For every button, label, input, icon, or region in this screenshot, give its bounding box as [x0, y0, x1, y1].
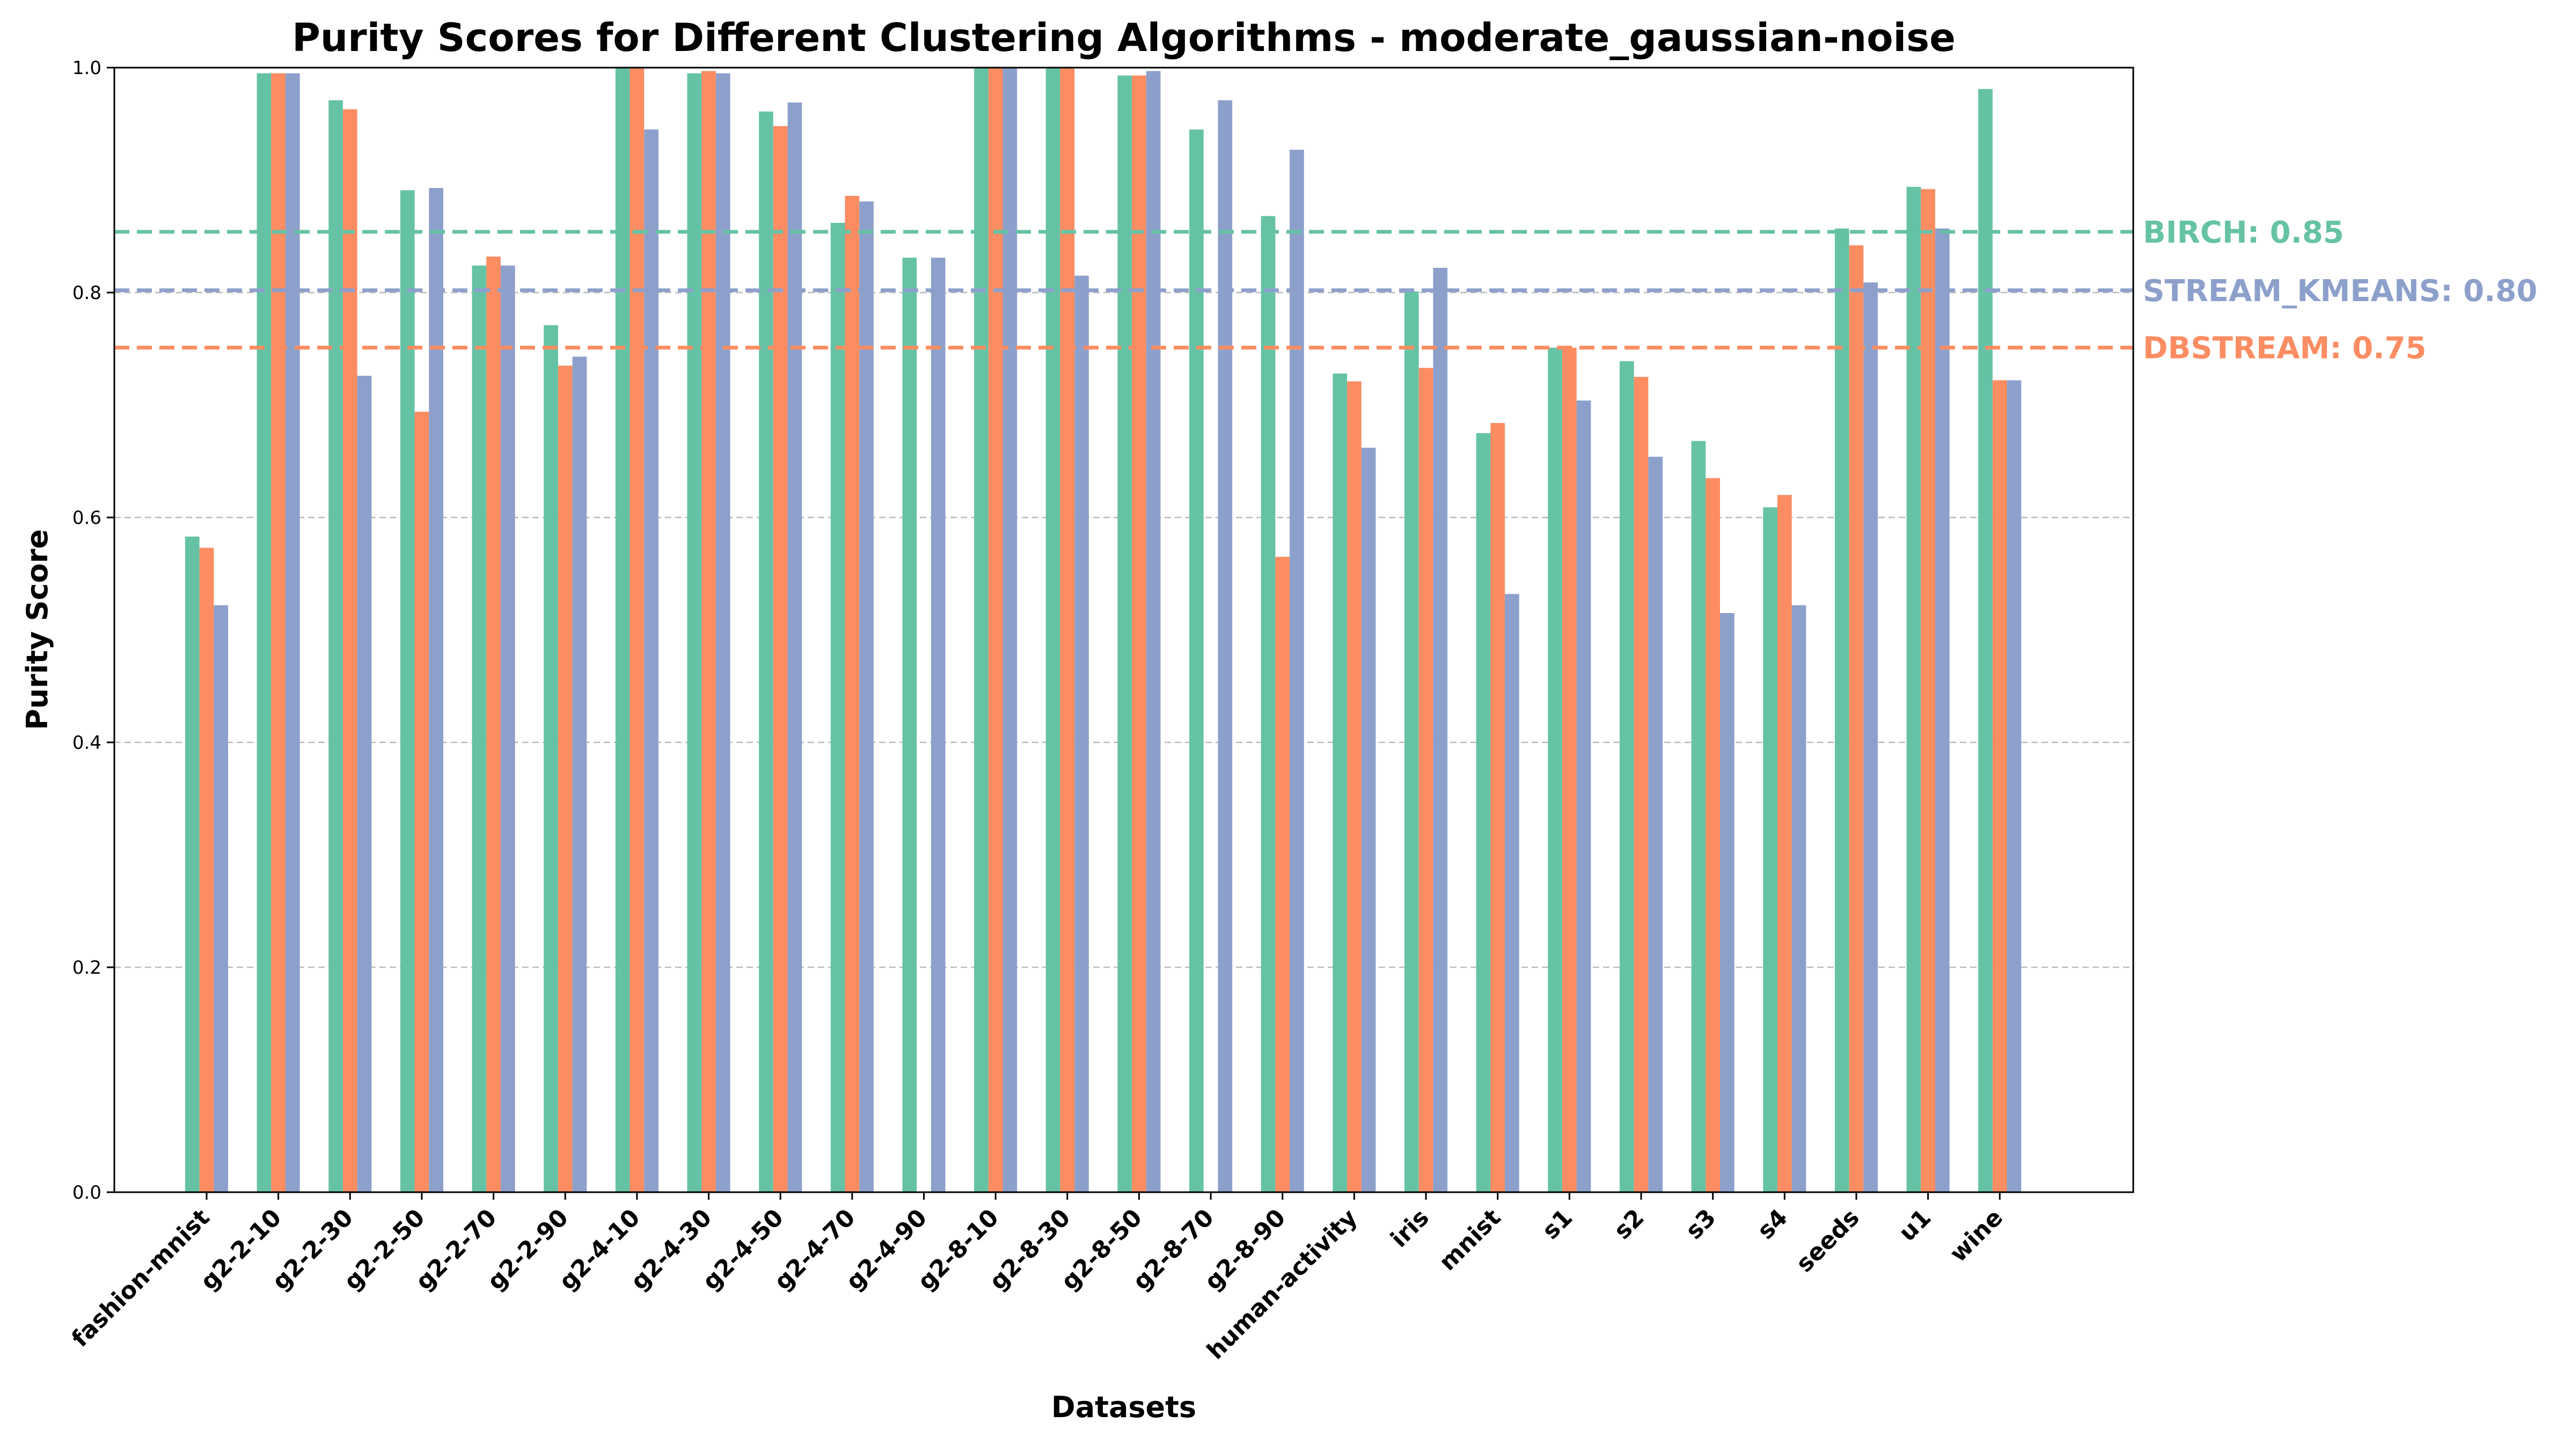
bar-g2-4-30-2 — [715, 73, 730, 1192]
y-tick-label: 0.4 — [72, 732, 101, 754]
bar-g2-4-90-2 — [931, 258, 946, 1193]
bar-iris-1 — [1418, 368, 1433, 1192]
bar-g2-4-10-1 — [630, 68, 645, 1192]
bar-g2-2-90-0 — [544, 325, 558, 1192]
bar-mnist-1 — [1490, 423, 1505, 1192]
bar-iris-0 — [1404, 291, 1419, 1192]
bar-g2-4-70-1 — [845, 195, 860, 1193]
bar-s4-2 — [1791, 605, 1806, 1192]
bar-g2-2-90-2 — [572, 356, 587, 1192]
bar-s1-1 — [1562, 347, 1577, 1192]
bar-g2-2-10-1 — [271, 73, 286, 1192]
bar-u1-0 — [1906, 187, 1921, 1192]
bar-s2-0 — [1619, 361, 1634, 1193]
bar-s4-0 — [1763, 507, 1777, 1192]
bar-g2-4-70-0 — [830, 223, 845, 1192]
bar-g2-8-90-2 — [1290, 149, 1304, 1192]
bar-fashion-mnist-1 — [199, 548, 214, 1193]
bar-g2-8-50-1 — [1132, 75, 1146, 1192]
bar-g2-2-70-2 — [500, 265, 515, 1193]
bars — [185, 68, 2022, 1193]
x-axis-label: Datasets — [1051, 1390, 1196, 1424]
bar-human-activity-0 — [1333, 373, 1348, 1192]
chart-title: Purity Scores for Different Clustering A… — [292, 15, 1956, 60]
bar-fashion-mnist-0 — [185, 536, 200, 1192]
bar-u1-2 — [1935, 228, 1950, 1193]
y-tick-label: 0.2 — [72, 957, 101, 979]
bar-s3-2 — [1720, 613, 1735, 1192]
bar-g2-4-10-2 — [644, 129, 658, 1193]
bar-g2-8-50-0 — [1117, 75, 1132, 1192]
bar-g2-2-50-2 — [429, 188, 443, 1192]
bar-s3-0 — [1691, 441, 1706, 1192]
bar-seeds-0 — [1834, 228, 1849, 1193]
bar-g2-8-70-0 — [1189, 129, 1204, 1193]
bar-g2-2-70-1 — [486, 256, 501, 1193]
y-axis: 0.0 0.2 0.4 0.6 0.8 1.0 — [72, 57, 114, 1203]
bar-wine-0 — [1978, 89, 1993, 1193]
bar-g2-2-30-1 — [342, 109, 357, 1192]
bar-g2-4-50-0 — [759, 111, 773, 1193]
bar-g2-2-50-0 — [400, 190, 415, 1193]
reference-line-label: BIRCH: 0.85 — [2143, 215, 2344, 250]
bar-g2-2-70-0 — [472, 265, 487, 1193]
bar-g2-4-90-0 — [902, 258, 917, 1193]
bar-g2-8-30-2 — [1074, 275, 1089, 1193]
bar-fashion-mnist-2 — [214, 605, 229, 1192]
y-tick-label: 1.0 — [72, 57, 101, 79]
bar-g2-2-50-1 — [414, 412, 429, 1192]
bar-g2-2-10-2 — [286, 73, 300, 1192]
bar-mnist-2 — [1505, 594, 1519, 1192]
bar-g2-2-90-1 — [558, 366, 573, 1192]
bar-s4-1 — [1777, 495, 1792, 1192]
bar-human-activity-1 — [1347, 381, 1362, 1192]
bar-s2-1 — [1634, 377, 1649, 1192]
bar-mnist-0 — [1476, 433, 1491, 1192]
bar-g2-8-10-2 — [1002, 68, 1018, 1192]
bar-human-activity-2 — [1361, 448, 1376, 1192]
bar-seeds-2 — [1863, 282, 1878, 1192]
bar-g2-2-10-0 — [257, 73, 272, 1192]
bar-g2-4-10-0 — [615, 68, 630, 1192]
bar-g2-4-30-1 — [701, 71, 716, 1193]
plot-frame — [113, 67, 2134, 1193]
bar-g2-8-30-0 — [1045, 68, 1060, 1192]
bar-g2-4-30-0 — [687, 73, 702, 1192]
reference-lines: BIRCH: 0.85 STREAM_KMEANS: 0.80 DBSTREAM: … — [114, 215, 2537, 366]
bar-s3-1 — [1706, 478, 1720, 1192]
bar-g2-4-50-1 — [773, 126, 788, 1193]
bar-g2-8-50-2 — [1146, 71, 1161, 1193]
bar-wine-2 — [2007, 380, 2022, 1193]
y-tick-label: 0.0 — [72, 1182, 101, 1203]
bar-s2-2 — [1648, 456, 1663, 1192]
y-axis-label: Purity Score — [20, 529, 54, 730]
bar-u1-1 — [1921, 189, 1935, 1192]
bar-s1-2 — [1576, 400, 1591, 1192]
bar-g2-4-50-2 — [787, 102, 802, 1192]
bar-g2-4-70-2 — [859, 201, 874, 1193]
reference-line-label: STREAM_KMEANS: 0.80 — [2143, 274, 2537, 309]
bar-iris-2 — [1433, 267, 1448, 1192]
bar-g2-8-90-1 — [1275, 557, 1290, 1192]
bar-wine-1 — [1992, 380, 2007, 1193]
bar-g2-8-10-1 — [988, 68, 1003, 1192]
bar-seeds-1 — [1849, 245, 1864, 1192]
bar-s1-0 — [1548, 347, 1562, 1192]
bar-g2-8-70-2 — [1218, 100, 1233, 1192]
bar-g2-8-30-1 — [1060, 68, 1075, 1192]
bar-g2-2-30-2 — [357, 376, 372, 1192]
y-tick-label: 0.6 — [72, 507, 101, 529]
bar-g2-8-10-0 — [974, 68, 989, 1192]
y-tick-label: 0.8 — [72, 282, 101, 304]
reference-line-label: DBSTREAM: 0.75 — [2143, 331, 2426, 366]
bar-g2-8-90-0 — [1261, 216, 1276, 1192]
bar-g2-2-30-0 — [328, 100, 343, 1192]
